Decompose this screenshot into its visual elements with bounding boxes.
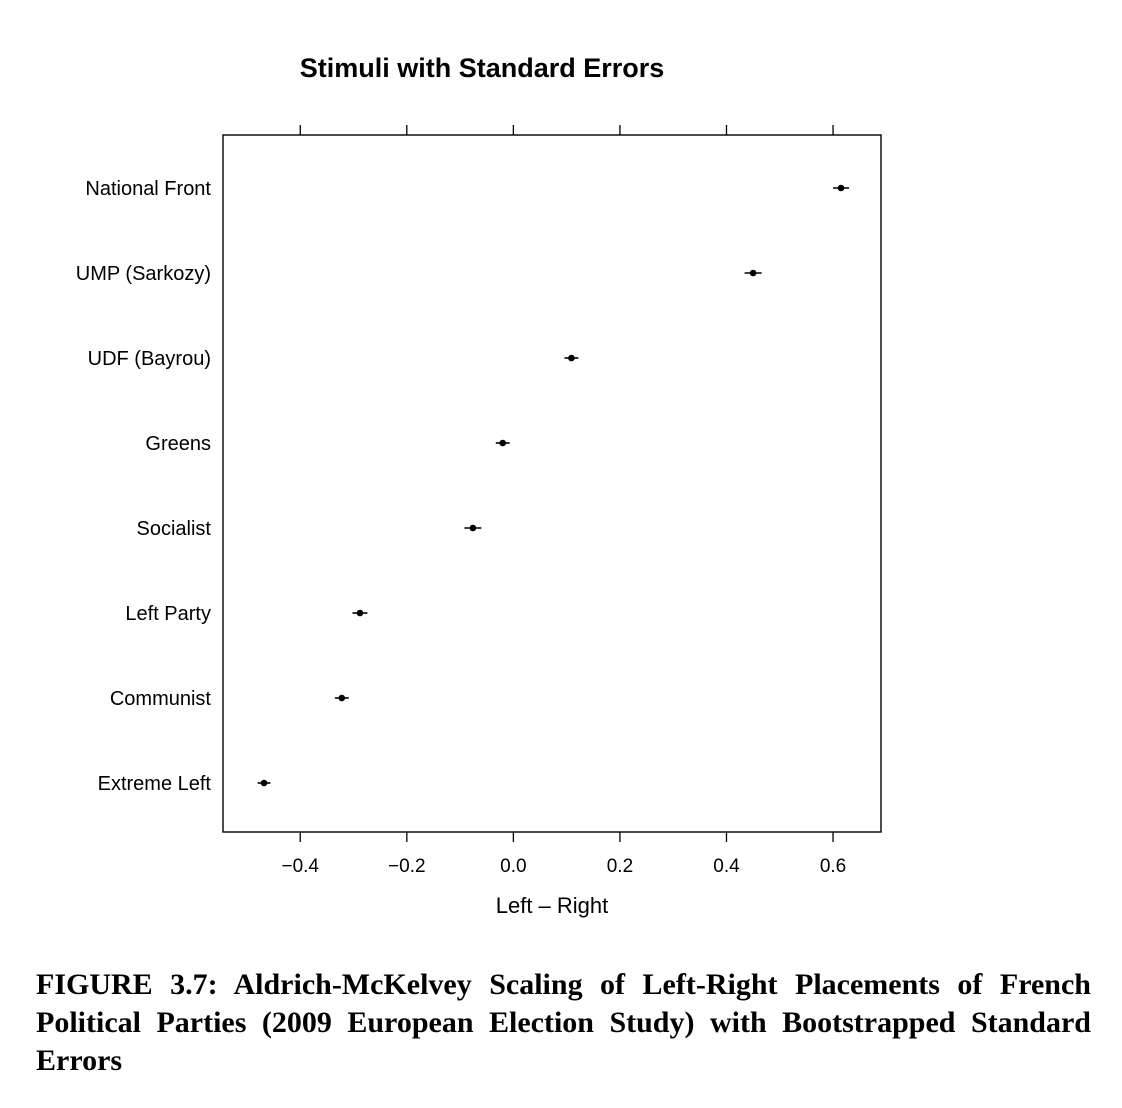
- category-label: National Front: [85, 178, 211, 200]
- data-point: [469, 524, 477, 532]
- x-tick-label: 0.6: [820, 856, 846, 877]
- data-point: [749, 269, 757, 277]
- data-point: [568, 354, 575, 362]
- category-label: Socialist: [137, 518, 212, 540]
- data-marks: [257, 184, 850, 787]
- category-label: Extreme Left: [98, 773, 212, 795]
- data-point: [260, 779, 268, 787]
- category-label: Left Party: [125, 603, 211, 625]
- x-tick-label: −0.2: [388, 856, 426, 877]
- x-tick-label: 0.4: [713, 856, 740, 877]
- category-label: UDF (Bayrou): [88, 348, 211, 370]
- top-axis-ticks: [299, 125, 834, 135]
- x-tick-labels: −0.4 −0.2 0.0 0.2 0.4 0.6: [281, 856, 846, 877]
- figure-caption: FIGURE 3.7: Aldrich-McKelvey Scaling of …: [36, 968, 1091, 1077]
- dot-plot: Stimuli with Standard Errors −0.4 −0.2 0.0…: [76, 53, 882, 918]
- data-point: [338, 694, 346, 702]
- chart-title: Stimuli with Standard Errors: [300, 53, 665, 83]
- plot-frame: [222, 134, 882, 833]
- category-label: Greens: [145, 433, 211, 455]
- data-point: [499, 439, 507, 447]
- category-labels: National Front UMP (Sarkozy) UDF (Bayrou) G…: [76, 178, 212, 795]
- x-axis-label: Left – Right: [496, 893, 609, 918]
- x-tick-label: 0.0: [500, 856, 526, 877]
- bottom-axis-ticks: [299, 832, 834, 842]
- data-point: [837, 184, 845, 192]
- x-tick-label: 0.2: [607, 856, 633, 877]
- data-point: [356, 609, 364, 617]
- category-label: Communist: [110, 688, 212, 710]
- x-tick-label: −0.4: [281, 856, 319, 877]
- category-label: UMP (Sarkozy): [76, 263, 211, 285]
